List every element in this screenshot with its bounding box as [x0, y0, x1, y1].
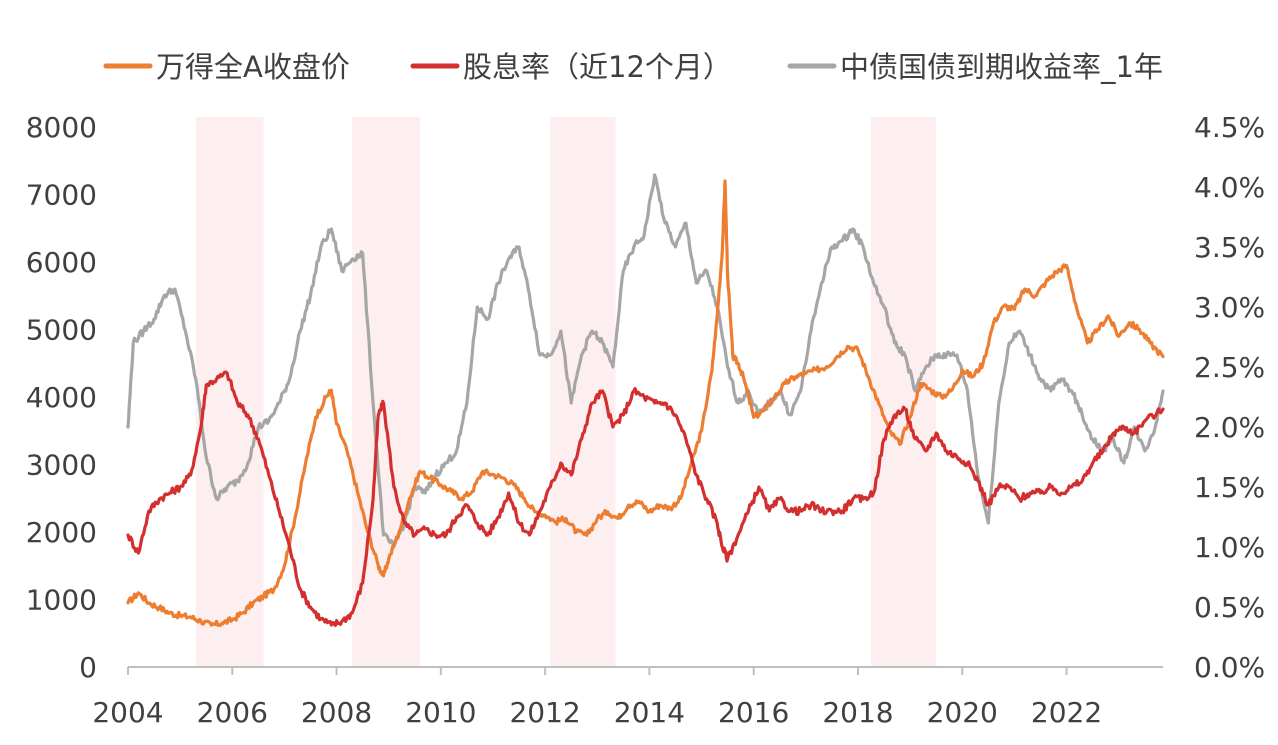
- legend-label-1: 股息率（近12个月）: [463, 50, 732, 84]
- y-left-tick-label: 7000: [26, 179, 97, 212]
- y-right-tick-label: 0.5%: [1194, 591, 1265, 624]
- x-tick-label: 2004: [92, 696, 163, 729]
- x-tick-label: 2012: [509, 696, 580, 729]
- y-right-tick-label: 3.0%: [1194, 291, 1265, 324]
- x-tick-label: 2010: [405, 696, 476, 729]
- y-right-tick-label: 3.5%: [1194, 231, 1265, 264]
- y-left-tick-label: 1000: [26, 584, 97, 617]
- axes: [127, 666, 1163, 675]
- y-right-tick-label: 1.0%: [1194, 531, 1265, 564]
- shaded-period-2: [550, 117, 616, 667]
- x-tick-label: 2008: [301, 696, 372, 729]
- series-line-2: [126, 173, 1165, 549]
- y-left-tick-label: 8000: [26, 111, 97, 144]
- y-left-tick-label: 3000: [26, 449, 97, 482]
- y-right-tick-label: 2.0%: [1194, 411, 1265, 444]
- x-tick-label: 2016: [718, 696, 789, 729]
- y-right-tick-label: 1.5%: [1194, 471, 1265, 504]
- series-line-0: [126, 179, 1165, 627]
- y-left-tick-label: 0: [79, 651, 97, 684]
- shaded-periods: [195, 117, 937, 667]
- x-tick-label: 2018: [822, 696, 893, 729]
- y-right-tick-label: 2.5%: [1194, 351, 1265, 384]
- legend-label-2: 中债国债到期收益率_1年: [840, 50, 1163, 84]
- x-tick-label: 2014: [614, 696, 685, 729]
- series-lines: [126, 173, 1165, 627]
- y-left-tick-label: 6000: [26, 246, 97, 279]
- tick-labels: 0 1000 2000 3000 4000 5000 6000 7000 8000 0.0% 0.5…: [26, 111, 1265, 729]
- x-tick-label: 2020: [927, 696, 998, 729]
- x-tick-label: 2022: [1031, 696, 1102, 729]
- series-line-1: [126, 370, 1165, 627]
- legend: 万得全A收盘价 股息率（近12个月） 中债国债到期收益率_1年: [103, 50, 1163, 84]
- shaded-period-3: [871, 117, 937, 667]
- y-right-tick-label: 4.5%: [1194, 111, 1265, 144]
- x-tick-label: 2006: [197, 696, 268, 729]
- legend-label-0: 万得全A收盘价: [156, 50, 350, 84]
- y-right-tick-label: 4.0%: [1194, 171, 1265, 204]
- y-right-tick-label: 0.0%: [1194, 651, 1265, 684]
- y-left-tick-label: 5000: [26, 314, 97, 347]
- y-left-tick-label: 4000: [26, 381, 97, 414]
- y-left-tick-label: 2000: [26, 516, 97, 549]
